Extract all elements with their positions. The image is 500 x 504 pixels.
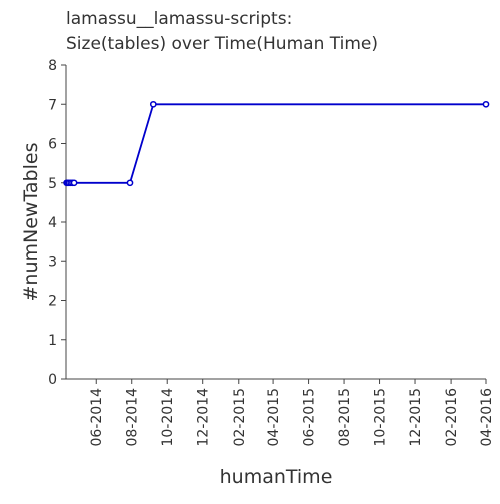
axes: 0 1 2 3 4 5 6 7 8 06-2014 08-2014 10-2014 12-2014 02-…: [48, 58, 495, 447]
x-tick-label: 12-2015: [408, 388, 424, 447]
chart-title-line-1: lamassu__lamassu-scripts:: [66, 9, 292, 29]
x-tick-label: 10-2014: [160, 388, 176, 447]
x-tick-label: 04-2015: [266, 388, 282, 447]
y-tick-label: 5: [48, 176, 57, 192]
x-tick-label: 06-2014: [89, 388, 105, 447]
y-tick-label: 1: [48, 333, 57, 349]
y-tick-label: 7: [48, 97, 57, 113]
y-tick-label: 6: [48, 137, 57, 153]
y-tick-label: 0: [48, 372, 57, 388]
x-tick-label: 08-2015: [337, 388, 353, 447]
x-tick-label: 02-2015: [232, 388, 248, 447]
data-point: [149, 100, 157, 108]
data-point: [70, 179, 78, 187]
y-tick-label: 3: [48, 254, 57, 270]
data-point: [126, 179, 134, 187]
x-axis-label: humanTime: [220, 466, 333, 488]
data-point: [482, 100, 490, 108]
x-tick-label: 12-2014: [196, 388, 212, 447]
x-tick-label: 04-2016: [479, 388, 495, 447]
y-tick-label: 8: [48, 58, 57, 74]
plot-area: [63, 100, 490, 187]
y-axis-label: #numNewTables: [20, 143, 42, 302]
y-tick-label: 2: [48, 294, 57, 310]
series-line: [66, 103, 486, 184]
x-tick-label: 06-2015: [302, 388, 318, 447]
x-tick-label: 10-2015: [373, 388, 389, 447]
x-tick-label: 08-2014: [125, 388, 141, 447]
y-tick-label: 4: [48, 215, 57, 231]
x-tick-label: 02-2016: [444, 388, 460, 447]
chart-title-line-2: Size(tables) over Time(Human Time): [66, 34, 378, 54]
